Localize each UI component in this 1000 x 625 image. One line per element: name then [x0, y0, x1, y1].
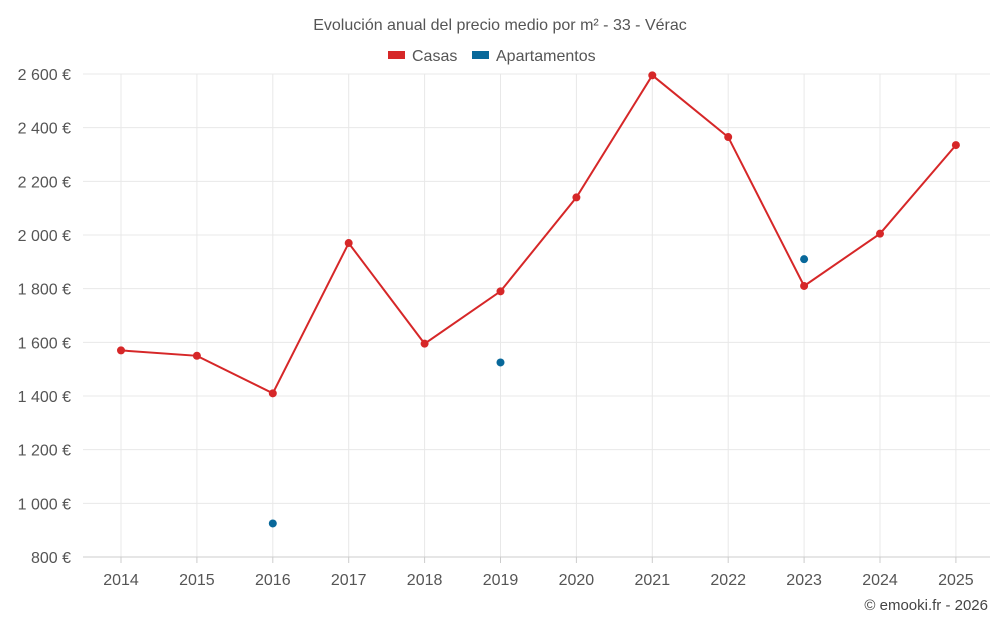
x-tick-label: 2025	[938, 572, 974, 589]
x-tick-label: 2024	[862, 572, 898, 589]
data-point-casas-2022[interactable]	[724, 133, 733, 142]
data-point-casas-2015[interactable]	[192, 351, 201, 360]
legend-swatch-casas	[388, 51, 405, 59]
chart-title: Evolución anual del precio medio por m² …	[313, 17, 687, 34]
data-point-casas-2018[interactable]	[420, 339, 429, 348]
y-gridlines	[83, 73, 990, 504]
legend-swatch-apartamentos	[472, 51, 489, 59]
data-point-casas-2019[interactable]	[496, 287, 505, 296]
legend-label-apartamentos: Apartamentos	[496, 48, 596, 65]
y-tick-label: 2 400 €	[18, 121, 71, 138]
x-tick-label: 2023	[786, 572, 822, 589]
series-lines	[120, 73, 957, 395]
series-line-casas	[120, 73, 957, 395]
x-tick-label: 2015	[179, 572, 215, 589]
y-tick-label: 2 200 €	[18, 174, 71, 191]
legend-item-apartamentos[interactable]: Apartamentos	[472, 48, 596, 65]
data-point-casas-2021[interactable]	[648, 71, 657, 80]
y-tick-label: 1 200 €	[18, 443, 71, 460]
legend-item-casas[interactable]: Casas	[388, 48, 457, 65]
y-tick-label: 1 400 €	[18, 389, 71, 406]
credit-text: © emooki.fr - 2026	[864, 597, 988, 614]
data-point-casas-2023[interactable]	[800, 281, 809, 290]
x-tick-label: 2017	[331, 572, 367, 589]
data-point-casas-2024[interactable]	[876, 229, 884, 238]
y-tick-label: 1 800 €	[18, 282, 71, 299]
data-point-apartamentos-2023[interactable]	[800, 255, 809, 264]
x-tick-label: 2016	[255, 572, 291, 589]
legend-label-casas: Casas	[412, 48, 457, 65]
data-point-casas-2020[interactable]	[572, 193, 581, 202]
y-tick-label: 800 €	[31, 550, 71, 567]
y-tick-label: 2 600 €	[18, 67, 71, 84]
x-tick-labels: 2014 2015 2016 2017 2018 2019 2020 2021 2022 2023…	[103, 572, 974, 589]
x-tick-label: 2022	[710, 572, 746, 589]
data-point-casas-2016[interactable]	[268, 389, 277, 398]
x-tick-label: 2020	[559, 572, 595, 589]
x-gridlines	[120, 74, 957, 563]
series-points	[117, 71, 960, 528]
y-tick-labels: 800 € 1 000 € 1 200 € 1 400 € 1 600 € 1 800 €…	[18, 67, 71, 567]
data-point-apartamentos-2019[interactable]	[496, 358, 505, 367]
data-point-casas-2017[interactable]	[344, 239, 353, 248]
legend: Casas Apartamentos	[388, 48, 596, 65]
x-tick-label: 2018	[407, 572, 443, 589]
x-tick-label: 2019	[483, 572, 519, 589]
data-point-casas-2025[interactable]	[951, 141, 960, 150]
data-point-apartamentos-2016[interactable]	[268, 519, 277, 528]
y-tick-label: 1 600 €	[18, 335, 71, 352]
x-tick-label: 2021	[635, 572, 671, 589]
data-point-casas-2014[interactable]	[117, 346, 125, 355]
y-tick-label: 2 000 €	[18, 228, 71, 245]
x-tick-label: 2014	[103, 572, 139, 589]
y-tick-label: 1 000 €	[18, 496, 71, 513]
